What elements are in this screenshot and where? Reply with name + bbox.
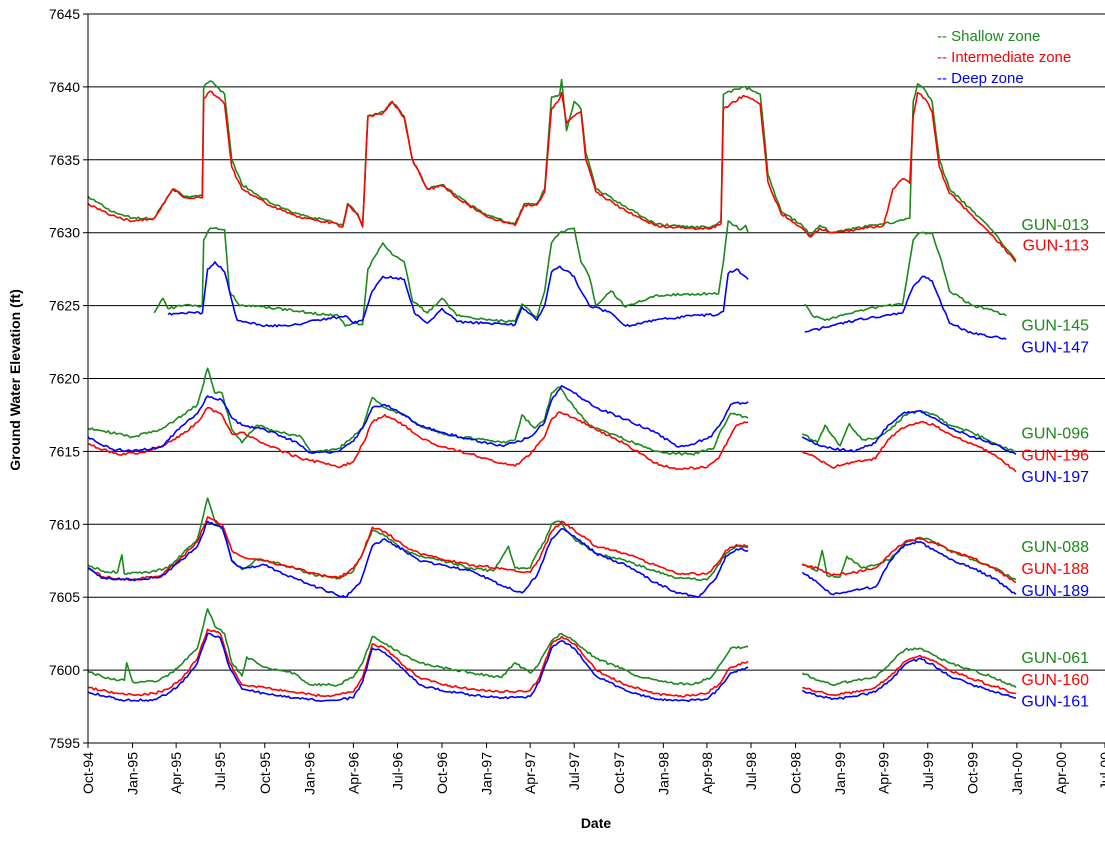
x-tick-label-Jan-00: Jan-00: [1009, 752, 1025, 795]
x-tick-label-Jul-97: Jul-97: [566, 752, 582, 790]
y-tick-label-7605: 7605: [49, 589, 80, 605]
x-tick-label-Jan-97: Jan-97: [479, 752, 495, 795]
series-GUN-189: [87, 520, 1017, 598]
well-labels: GUN-013 GUN-113 GUN-145 GUN-147 GUN-096 GUN-1…: [1021, 217, 1089, 711]
y-tick-label-7625: 7625: [49, 298, 80, 314]
legend-entry-1: -- Shallow zone: [937, 28, 1040, 45]
series-GUN-147: [167, 261, 1007, 340]
series-GUN-196: [87, 406, 1017, 473]
well-label-GUN-161: GUN-161: [1021, 694, 1089, 711]
y-axis-title: Ground Water Elevation (ft): [7, 289, 23, 470]
well-label-GUN-013: GUN-013: [1021, 217, 1089, 234]
plot-series: [87, 78, 1017, 703]
x-tick-label-Jul-00: Jul-00: [1097, 752, 1105, 790]
series-GUN-113: [87, 90, 1017, 263]
well-label-GUN-145: GUN-145: [1021, 318, 1089, 335]
x-tick-label-Apr-99: Apr-99: [876, 752, 892, 794]
y-tick-label-7630: 7630: [49, 225, 80, 241]
well-label-GUN-189: GUN-189: [1021, 583, 1089, 600]
well-label-GUN-113: GUN-113: [1023, 237, 1089, 254]
gridlines: [88, 13, 1105, 744]
x-tick-label-Apr-00: Apr-00: [1053, 752, 1069, 794]
x-tick-label-Oct-95: Oct-95: [257, 752, 273, 794]
x-axis-ticks: Oct-94 Jan-95 Apr-95 Jul-95 Oct-95 Jan-96 Apr-…: [80, 743, 1105, 795]
series-GUN-197: [87, 385, 1017, 455]
x-tick-label-Oct-94: Oct-94: [80, 752, 96, 794]
series-GUN-188: [87, 516, 1017, 584]
well-label-GUN-197: GUN-197: [1021, 469, 1089, 486]
x-tick-label-Apr-98: Apr-98: [699, 752, 715, 794]
well-label-GUN-196: GUN-196: [1021, 447, 1089, 464]
x-tick-label-Oct-97: Oct-97: [611, 752, 627, 794]
well-label-GUN-147: GUN-147: [1021, 339, 1089, 356]
y-axis-ticks: 7595 7600 7605 7610 7615 7620 7625 7630 7635 7640…: [49, 6, 88, 751]
x-axis-title: Date: [581, 815, 612, 831]
y-tick-label-7610: 7610: [49, 516, 80, 532]
x-tick-label-Jan-95: Jan-95: [125, 752, 141, 795]
well-label-GUN-061: GUN-061: [1021, 650, 1089, 667]
x-tick-label-Jan-99: Jan-99: [832, 752, 848, 795]
x-tick-label-Jul-95: Jul-95: [212, 752, 228, 790]
x-tick-label-Jan-98: Jan-98: [655, 752, 671, 795]
y-tick-label-7615: 7615: [49, 443, 80, 459]
well-label-GUN-188: GUN-188: [1021, 561, 1089, 578]
y-tick-label-7640: 7640: [49, 79, 80, 95]
legend-entry-2: -- Intermediate zone: [937, 49, 1071, 66]
series-GUN-160: [88, 628, 1016, 698]
x-tick-label-Oct-98: Oct-98: [788, 752, 804, 794]
y-tick-label-7645: 7645: [49, 6, 80, 22]
series-GUN-161: [87, 632, 1016, 703]
series-GUN-061: [87, 608, 1017, 689]
x-tick-label-Jul-98: Jul-98: [743, 752, 759, 790]
y-tick-label-7595: 7595: [49, 735, 80, 751]
well-label-GUN-160: GUN-160: [1021, 672, 1089, 689]
y-tick-label-7635: 7635: [49, 152, 80, 168]
x-tick-label-Apr-96: Apr-96: [345, 752, 361, 794]
x-tick-label-Apr-97: Apr-97: [522, 752, 538, 794]
well-label-GUN-096: GUN-096: [1021, 425, 1089, 442]
series-GUN-013: [87, 78, 1017, 261]
x-tick-label-Jul-96: Jul-96: [389, 752, 405, 790]
well-label-GUN-088: GUN-088: [1021, 539, 1089, 556]
x-tick-label-Oct-99: Oct-99: [964, 752, 980, 794]
x-tick-label-Apr-95: Apr-95: [168, 752, 184, 794]
y-tick-label-7600: 7600: [49, 662, 80, 678]
legend-entry-3: -- Deep zone: [937, 70, 1024, 87]
x-tick-label-Jan-96: Jan-96: [301, 752, 317, 795]
legend: -- Shallow zone -- Intermediate zone -- De…: [937, 28, 1071, 87]
x-tick-label-Jul-99: Jul-99: [920, 752, 936, 790]
series-GUN-145: [153, 220, 1007, 327]
x-tick-label-Oct-96: Oct-96: [434, 752, 450, 794]
y-tick-label-7620: 7620: [49, 371, 80, 387]
